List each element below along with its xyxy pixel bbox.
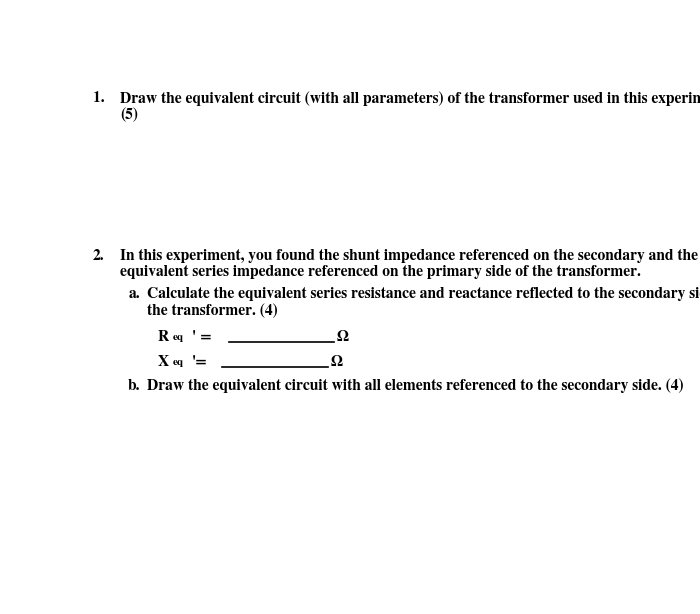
Text: eq: eq [173,358,184,367]
Text: b.: b. [128,379,141,392]
Text: Draw the equivalent circuit (with all parameters) of the transformer used in thi: Draw the equivalent circuit (with all pa… [120,91,700,106]
Text: X: X [158,355,169,369]
Text: eq: eq [173,333,184,342]
Text: Calculate the equivalent series resistance and reactance reflected to the second: Calculate the equivalent series resistan… [147,287,700,301]
Text: 2.: 2. [93,249,104,263]
Text: Ω: Ω [337,330,349,344]
Text: the transformer. (4): the transformer. (4) [147,304,278,319]
Text: a.: a. [128,287,140,301]
Text: Ω: Ω [330,355,342,369]
Text: ' =: ' = [193,330,212,344]
Text: Draw the equivalent circuit with all elements referenced to the secondary side. : Draw the equivalent circuit with all ele… [147,379,684,394]
Text: R: R [158,330,169,344]
Text: (5): (5) [120,107,138,122]
Text: 1.: 1. [93,91,104,105]
Text: equivalent series impedance referenced on the primary side of the transformer.: equivalent series impedance referenced o… [120,265,641,279]
Text: In this experiment, you found the shunt impedance referenced on the secondary an: In this experiment, you found the shunt … [120,249,698,263]
Text: '=: '= [193,355,208,369]
